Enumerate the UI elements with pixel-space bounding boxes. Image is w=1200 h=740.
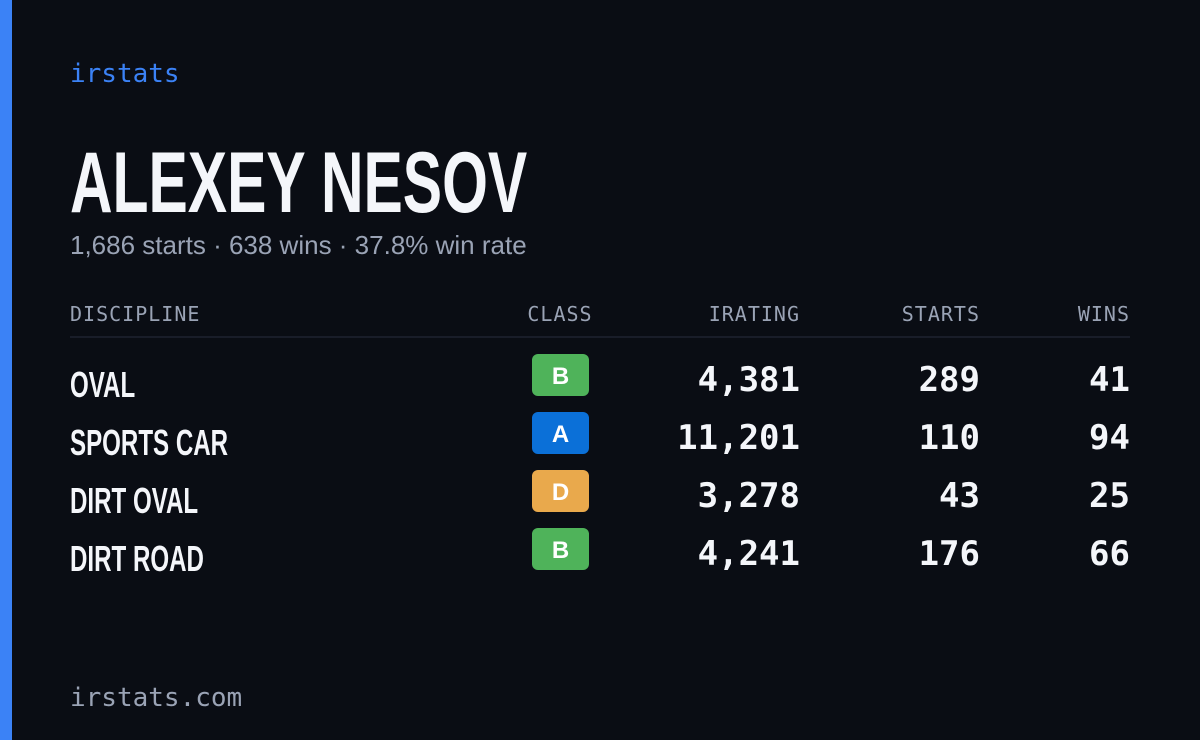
column-header: IRATING [709,302,800,326]
footer: irstats.com [70,683,242,713]
column-header: DISCIPLINE [70,302,200,326]
wins-value: 94 [1089,418,1130,458]
discipline: OVAL [70,365,135,405]
accent-bar [0,0,12,740]
wins-value: 25 [1089,476,1130,516]
column-header: STARTS [902,302,980,326]
discipline: SPORTS CAR [70,423,228,463]
discipline: DIRT ROAD [70,539,204,579]
irating-value: 4,241 [698,534,800,574]
brand: irstats [70,59,180,89]
column-header: WINS [1078,302,1130,326]
class-letter: D [552,479,569,506]
starts-value: 110 [919,418,980,458]
class-badge [532,354,589,396]
starts-value: 43 [939,476,980,516]
summary: 1,686 starts · 638 wins · 37.8% win rate [70,230,527,260]
class-badge [532,470,589,512]
class-letter: B [552,363,569,390]
class-letter: B [552,537,569,564]
class-badge [532,412,589,454]
column-header: CLASS [527,302,592,326]
irating-value: 3,278 [698,476,800,516]
irating-value: 11,201 [677,418,800,458]
irating-value: 4,381 [698,360,800,400]
class-letter: A [552,421,569,448]
driver-name: ALEXEY NESOV [70,134,527,231]
wins-value: 41 [1089,360,1130,400]
discipline: DIRT OVAL [70,481,198,521]
starts-value: 289 [919,360,980,400]
class-badge [532,528,589,570]
wins-value: 66 [1089,534,1130,574]
starts-value: 176 [919,534,980,574]
